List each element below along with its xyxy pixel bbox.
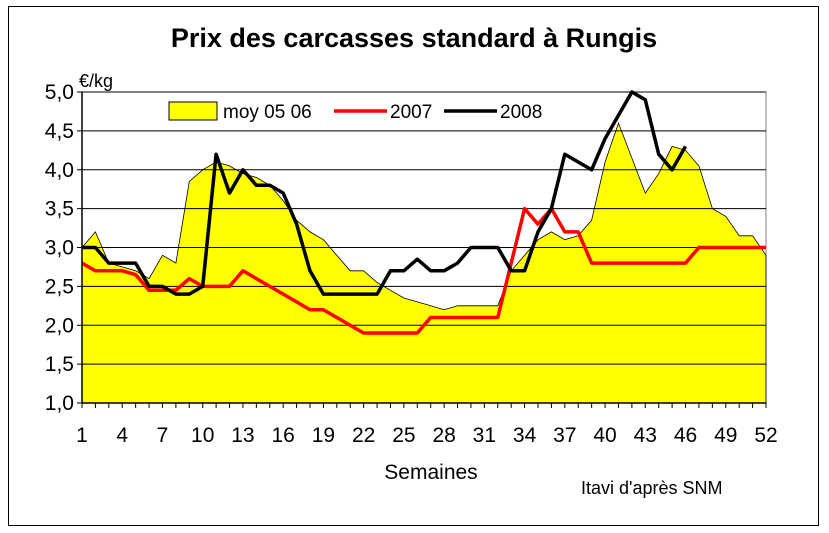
x-tick-label: 40 — [593, 424, 616, 447]
legend-swatch-moy-05-06 — [168, 101, 218, 121]
y-tick-label: 1,0 — [45, 392, 74, 415]
x-tick-label: 34 — [513, 424, 537, 447]
x-tick-label: 43 — [634, 424, 657, 447]
x-tick-label: 7 — [157, 424, 169, 447]
x-tick-label: 25 — [392, 424, 415, 447]
chart-title: Prix des carcasses standard à Rungis — [171, 23, 657, 53]
y-axis-ticks: 1,0 1,5 2,0 2,5 3,0 3,5 4,0 4,5 5,0 — [45, 81, 82, 415]
x-tick-label: 37 — [553, 424, 576, 447]
y-tick-label: 3,5 — [45, 198, 74, 221]
chart-marks — [81, 121, 767, 404]
y-tick-label: 3,0 — [45, 237, 74, 260]
y-tick-label: 5,0 — [45, 81, 74, 104]
line-series-group — [81, 90, 766, 335]
y-tick-label: 1,5 — [45, 353, 74, 376]
y-tick-label: 4,0 — [45, 159, 74, 182]
line-series-2008 — [82, 90, 688, 296]
line-series-2007 — [81, 206, 766, 335]
x-tick-label: 22 — [352, 424, 375, 447]
line-chart: Prix des carcasses standard à Rungis 1,0… — [45, 23, 778, 498]
x-tick-label: 16 — [271, 424, 294, 447]
y-tick-label: 2,5 — [45, 275, 74, 298]
source-note: Itavi d'après SNM — [581, 478, 723, 498]
y-unit-label: €/kg — [79, 71, 113, 91]
x-tick-label: 49 — [714, 424, 737, 447]
y-tick-label: 4,5 — [45, 120, 74, 143]
gridlines — [82, 91, 766, 365]
x-tick-label: 1 — [76, 424, 88, 447]
x-tick-label: 10 — [191, 424, 214, 447]
x-tick-label: 52 — [754, 424, 777, 447]
legend-label-2008: 2008 — [500, 102, 542, 123]
y-tick-label: 2,0 — [45, 314, 74, 337]
legend-label-2007: 2007 — [390, 102, 432, 123]
x-tick-label: 19 — [312, 424, 335, 447]
x-tick-label: 46 — [674, 424, 697, 447]
chart-frame: Prix des carcasses standard à Rungis 1,0… — [8, 6, 819, 526]
x-tick-label: 28 — [432, 424, 455, 447]
x-tick-label: 31 — [473, 424, 496, 447]
legend-label-moy-05-06: moy 05 06 — [223, 102, 312, 123]
x-axis-ticks: 1 4 7 10 13 16 19 22 25 28 31 34 37 40 43 46 49 52 — [76, 403, 778, 447]
x-axis-label: Semaines — [384, 461, 477, 484]
x-tick-label: 4 — [116, 424, 128, 447]
x-tick-label: 13 — [231, 424, 254, 447]
legend: moy 05 06 2007 2008 — [168, 101, 542, 123]
area-series-moy-05-06 — [81, 121, 767, 404]
